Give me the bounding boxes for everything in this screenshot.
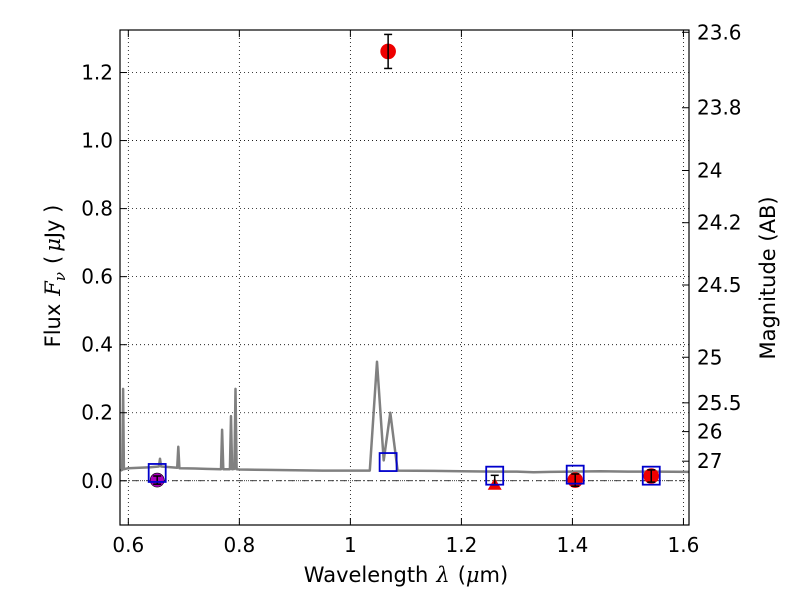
mag-tick-label: 24.5	[697, 273, 742, 297]
y-tick-label: 0.8	[81, 197, 113, 221]
plot-frame	[119, 29, 690, 526]
x-tick-label: 1.2	[445, 533, 477, 557]
mag-tick-label: 24	[697, 159, 722, 183]
model-photometry-marker	[565, 464, 585, 485]
mag-tick-label: 24.2	[697, 211, 742, 235]
model-photometry-marker	[485, 465, 505, 486]
x-tick-label: 1.6	[668, 533, 700, 557]
y-tick-label: 0.2	[81, 401, 113, 425]
x-tick-label: 1.4	[557, 533, 589, 557]
x-tick-label: 1	[344, 533, 357, 557]
mag-tick-label: 25	[697, 345, 722, 369]
y-tick-label: 1.0	[81, 129, 113, 153]
x-axis-label: Wavelength λ (μm)	[304, 563, 508, 587]
model-photometry-marker	[641, 465, 661, 486]
grid-layer	[120, 30, 689, 525]
mag-tick-label: 25.5	[697, 391, 742, 415]
x-tick-label: 0.8	[223, 533, 255, 557]
y-tick-label: 1.2	[81, 61, 113, 85]
mag-tick-label: 26	[697, 420, 722, 444]
plot-layer	[120, 33, 690, 490]
y-axis-label: FluxFν(μJy )	[41, 205, 69, 348]
y-tick-label: 0.6	[81, 265, 113, 289]
y-tick-label: 0.0	[81, 469, 113, 493]
y2-axis-label: Magnitude (AB)	[756, 196, 780, 359]
axes-layer: 0.6 0.8 1 1.2 1.4 1.6 0.0 0.2 0.4 0.6 0.8 1.0 1.2 23.…	[81, 20, 741, 557]
mag-tick-label: 27	[697, 449, 722, 473]
model-photometry-marker	[378, 452, 398, 472]
mag-tick-label: 23.6	[697, 20, 742, 44]
mag-tick-label: 23.8	[697, 96, 742, 120]
x-tick-label: 0.6	[112, 533, 144, 557]
y-tick-label: 0.4	[81, 333, 113, 357]
model-photometry-marker	[147, 463, 167, 483]
